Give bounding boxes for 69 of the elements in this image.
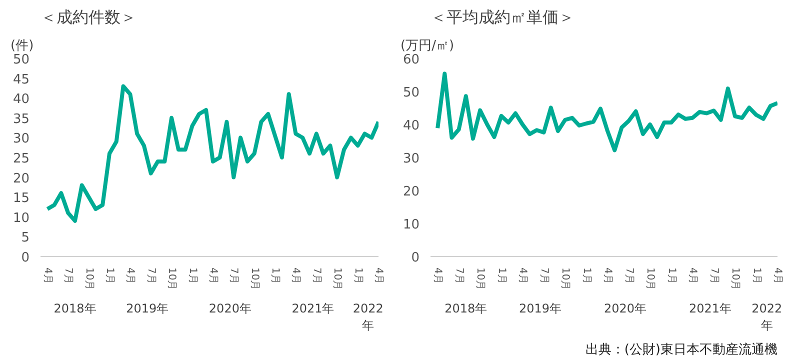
x-tick-label: 10月 <box>560 268 571 290</box>
x-tick-label: 10月 <box>644 268 656 290</box>
x-tick-label: 1月 <box>750 268 762 284</box>
line-series <box>45 84 378 223</box>
x-tick-label: 4月 <box>207 268 218 284</box>
chart-title: ＜平均成約㎡単価＞ <box>430 8 574 26</box>
text: 2020年 <box>604 302 647 316</box>
y-tick-label: 50 <box>12 52 30 68</box>
x-tick-label: 1月 <box>352 268 364 284</box>
x-tick-label: 4月 <box>124 268 136 284</box>
y-tick-label: 35 <box>12 112 30 127</box>
y-tick-label: 10 <box>402 218 420 232</box>
y-axis-title: (万円/㎡) <box>400 38 454 54</box>
x-tick-label: 4月 <box>602 268 614 284</box>
x-tick-label: 7月 <box>623 268 634 284</box>
text: 2021年 <box>292 302 334 316</box>
x-tick-label: 7月 <box>228 268 240 284</box>
text: 2020年 <box>208 302 252 316</box>
x-tick-label: 4月 <box>373 268 384 284</box>
x-tick-label: 10月 <box>83 268 94 290</box>
y-tick-label: 5 <box>21 230 30 246</box>
y-tick-label: 0 <box>21 250 30 266</box>
x-tick-label: 1月 <box>580 268 592 284</box>
text: 2021年 <box>688 302 732 316</box>
text: 2019年 <box>518 302 562 316</box>
x-tick-label: 7月 <box>62 268 74 284</box>
chart-title: ＜成約件数＞ <box>40 8 136 26</box>
text: 2022年 <box>752 302 782 332</box>
x-tick-label: 10月 <box>166 268 178 290</box>
x-tick-label: 1月 <box>270 268 281 284</box>
y-tick-label: 25 <box>12 152 30 166</box>
y-tick-label: 30 <box>402 152 420 166</box>
x-tick-label: 4月 <box>42 268 53 284</box>
x-tick-label: 10月 <box>730 268 741 290</box>
x-tick-label: 10月 <box>332 268 343 290</box>
y-tick-label: 0 <box>411 250 420 266</box>
x-tick-label: 1月 <box>104 268 115 284</box>
y-tick-label: 40 <box>12 92 30 108</box>
y-tick-label: 10 <box>12 210 30 226</box>
y-tick-label: 30 <box>12 132 30 147</box>
text: 2018年 <box>54 302 96 316</box>
x-tick-label: 7月 <box>708 268 720 284</box>
x-tick-label: 4月 <box>687 268 698 284</box>
y-tick-label: 60 <box>402 52 420 68</box>
x-tick-label: 4月 <box>290 268 302 284</box>
line-series <box>436 72 778 152</box>
x-tick-label: 4月 <box>517 268 528 284</box>
x-tick-label: 10月 <box>474 268 486 290</box>
y-tick-label: 15 <box>12 191 30 206</box>
x-tick-label: 4月 <box>432 268 444 284</box>
x-tick-label: 1月 <box>186 268 198 284</box>
y-tick-label: 40 <box>402 118 420 134</box>
text: 2018年 <box>444 302 488 316</box>
x-tick-label: 7月 <box>310 268 322 284</box>
y-tick-label: 45 <box>12 72 30 88</box>
x-tick-label: 7月 <box>538 268 550 284</box>
x-tick-label: 4月 <box>772 268 783 284</box>
x-tick-label: 10月 <box>248 268 260 290</box>
y-tick-label: 20 <box>12 171 30 186</box>
text: 2019年 <box>126 302 169 316</box>
x-tick-label: 1月 <box>496 268 507 284</box>
x-tick-label: 7月 <box>453 268 464 284</box>
y-tick-label: 20 <box>402 184 420 200</box>
x-tick-label: 1月 <box>666 268 677 284</box>
x-tick-label: 7月 <box>145 268 156 284</box>
source-note: 出典：(公財)東日本不動産流通機 <box>585 342 778 358</box>
text: 2022年 <box>352 302 384 332</box>
y-axis-title: (件) <box>10 38 34 54</box>
y-tick-label: 50 <box>402 86 420 100</box>
